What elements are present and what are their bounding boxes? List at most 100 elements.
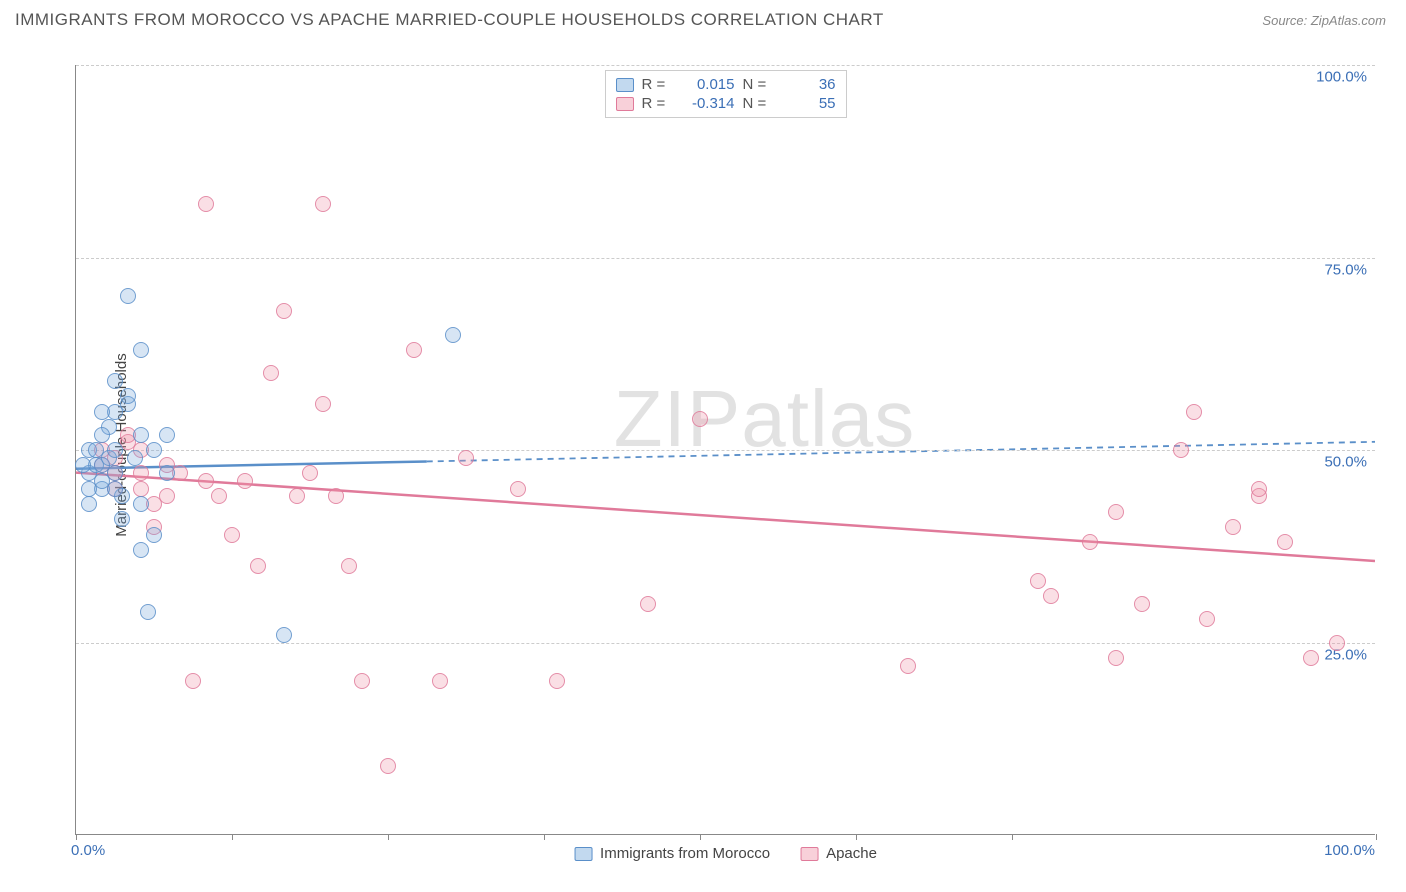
scatter-point: [432, 673, 448, 689]
r-value-blue: 0.015: [680, 76, 735, 93]
correlation-legend: R = 0.015 N = 36 R = -0.314 N = 55: [605, 70, 847, 118]
scatter-point: [133, 542, 149, 558]
legend-row-blue: R = 0.015 N = 36: [616, 75, 836, 94]
swatch-pink-icon: [800, 847, 818, 861]
scatter-point: [1329, 635, 1345, 651]
scatter-point: [94, 427, 110, 443]
plot-area: ZIPatlas R = 0.015 N = 36 R = -0.314 N =…: [75, 65, 1375, 835]
scatter-point: [140, 604, 156, 620]
chart-header: IMMIGRANTS FROM MOROCCO VS APACHE MARRIE…: [0, 0, 1406, 35]
scatter-point: [276, 627, 292, 643]
scatter-point: [302, 465, 318, 481]
scatter-point: [159, 465, 175, 481]
legend-item-pink: Apache: [800, 845, 877, 862]
x-tick-mark: [1376, 834, 1377, 840]
source-attribution: Source: ZipAtlas.com: [1262, 13, 1386, 28]
scatter-point: [146, 527, 162, 543]
scatter-point: [263, 365, 279, 381]
scatter-point: [133, 496, 149, 512]
scatter-point: [81, 496, 97, 512]
scatter-point: [1277, 534, 1293, 550]
scatter-point: [692, 411, 708, 427]
scatter-point: [133, 342, 149, 358]
scatter-point: [445, 327, 461, 343]
scatter-point: [159, 488, 175, 504]
scatter-point: [1303, 650, 1319, 666]
scatter-point: [107, 373, 123, 389]
scatter-point: [211, 488, 227, 504]
scatter-point: [1251, 481, 1267, 497]
scatter-point: [94, 404, 110, 420]
legend-row-pink: R = -0.314 N = 55: [616, 94, 836, 113]
swatch-pink-icon: [616, 97, 634, 111]
legend-label-pink: Apache: [826, 845, 877, 862]
scatter-point: [1186, 404, 1202, 420]
scatter-point: [1108, 504, 1124, 520]
scatter-point: [107, 465, 123, 481]
x-tick-mark: [388, 834, 389, 840]
scatter-point: [640, 596, 656, 612]
scatter-point: [315, 196, 331, 212]
gridline: [76, 258, 1375, 259]
scatter-point: [88, 442, 104, 458]
scatter-point: [127, 450, 143, 466]
scatter-point: [1199, 611, 1215, 627]
scatter-point: [146, 442, 162, 458]
scatter-point: [1225, 519, 1241, 535]
swatch-blue-icon: [616, 78, 634, 92]
gridline: [76, 643, 1375, 644]
scatter-point: [1082, 534, 1098, 550]
x-tick-mark: [232, 834, 233, 840]
chart-title: IMMIGRANTS FROM MOROCCO VS APACHE MARRIE…: [15, 10, 884, 30]
x-tick-mark: [700, 834, 701, 840]
n-value-blue: 36: [781, 76, 836, 93]
r-label: R =: [642, 76, 672, 93]
swatch-blue-icon: [574, 847, 592, 861]
scatter-point: [1030, 573, 1046, 589]
scatter-point: [458, 450, 474, 466]
x-tick-mark: [1012, 834, 1013, 840]
x-min-label: 0.0%: [71, 842, 105, 859]
scatter-point: [549, 673, 565, 689]
scatter-point: [159, 427, 175, 443]
scatter-point: [289, 488, 305, 504]
n-label: N =: [743, 76, 773, 93]
chart-container: Married-couple Households ZIPatlas R = 0…: [50, 45, 1390, 845]
scatter-point: [276, 303, 292, 319]
scatter-point: [198, 196, 214, 212]
scatter-point: [1043, 588, 1059, 604]
scatter-point: [75, 457, 91, 473]
trend-line: [427, 442, 1375, 462]
y-tick-label: 75.0%: [1324, 261, 1367, 278]
scatter-point: [900, 658, 916, 674]
gridline: [76, 65, 1375, 66]
scatter-point: [328, 488, 344, 504]
scatter-point: [133, 427, 149, 443]
scatter-point: [250, 558, 266, 574]
scatter-point: [406, 342, 422, 358]
r-value-pink: -0.314: [680, 95, 735, 112]
scatter-point: [380, 758, 396, 774]
scatter-point: [224, 527, 240, 543]
n-label: N =: [743, 95, 773, 112]
scatter-point: [81, 481, 97, 497]
r-label: R =: [642, 95, 672, 112]
series-legend: Immigrants from Morocco Apache: [574, 845, 877, 862]
legend-label-blue: Immigrants from Morocco: [600, 845, 770, 862]
x-tick-mark: [856, 834, 857, 840]
scatter-point: [354, 673, 370, 689]
n-value-pink: 55: [781, 95, 836, 112]
scatter-point: [107, 442, 123, 458]
source-name: ZipAtlas.com: [1311, 13, 1386, 28]
x-tick-mark: [76, 834, 77, 840]
scatter-point: [341, 558, 357, 574]
scatter-point: [198, 473, 214, 489]
scatter-point: [114, 511, 130, 527]
scatter-point: [1134, 596, 1150, 612]
x-tick-mark: [544, 834, 545, 840]
source-prefix: Source:: [1262, 13, 1307, 28]
scatter-point: [133, 481, 149, 497]
trend-line: [76, 473, 1375, 561]
y-tick-label: 100.0%: [1316, 69, 1367, 86]
scatter-point: [120, 388, 136, 404]
